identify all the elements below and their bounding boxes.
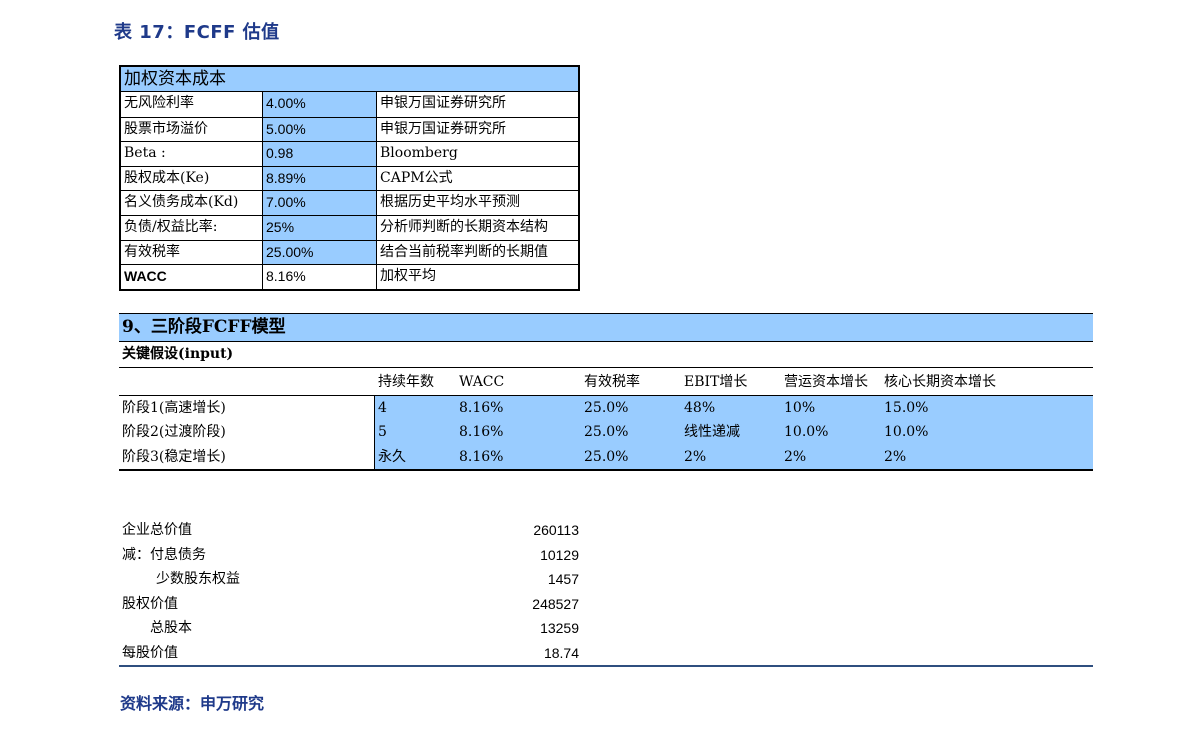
- valuation-value: 260113: [533, 522, 579, 538]
- column-header: 持续年数: [378, 374, 434, 390]
- wacc-table: 加权资本成本 无风险利率 4.00% 申银万国证券研究所 股票市场溢价 5.00…: [119, 65, 580, 291]
- row-value: 8.16%: [263, 265, 377, 289]
- list-item: 总股本 13259: [119, 616, 1093, 641]
- stage-name: 阶段3(稳定增长): [122, 448, 226, 465]
- stage-value: 8.16%: [459, 424, 504, 440]
- source-note: 资料来源：申万研究: [120, 694, 265, 713]
- column-header: 有效税率: [584, 374, 640, 390]
- stage-value: 10%: [784, 399, 816, 416]
- row-value: 4.00%: [263, 92, 377, 117]
- stage-value: 25.0%: [584, 399, 629, 416]
- table-row: 股权成本(Ke) 8.89% CAPM公式: [121, 165, 578, 191]
- row-note: 申银万国证券研究所: [380, 95, 506, 111]
- table-row: 阶段2(过渡阶段) 5 8.16% 25.0% 线性递减 10.0% 10.0%: [119, 420, 1093, 445]
- model-heading: 9、三阶段FCFF模型: [119, 313, 1093, 342]
- row-note: 分析师判断的长期资本结构: [380, 218, 548, 235]
- row-note: CAPM公式: [380, 169, 453, 186]
- stage-value: 2%: [684, 448, 707, 465]
- column-header: 营运资本增长: [784, 374, 868, 390]
- list-item: 少数股东权益 1457: [119, 567, 1093, 592]
- list-item: 股权价值 248527: [119, 592, 1093, 617]
- table-row: 有效税率 25.00% 结合当前税率判断的长期值: [121, 239, 578, 265]
- table-row: Beta : 0.98 Bloomberg: [121, 141, 578, 166]
- stage-name: 阶段1(高速增长): [122, 399, 226, 416]
- stage-value: 永久: [378, 448, 406, 465]
- stage-value: 线性递减: [684, 424, 740, 440]
- valuation-value: 13259: [540, 620, 579, 636]
- valuation-value: 10129: [540, 546, 579, 563]
- row-note: 结合当前税率判断的长期值: [380, 243, 548, 260]
- stage-value: 15.0%: [884, 399, 929, 416]
- table-title: 表 17：FCFF 估值: [114, 22, 280, 43]
- table-row: 阶段3(稳定增长) 永久 8.16% 25.0% 2% 2% 2%: [119, 445, 1093, 470]
- stage-value: 2%: [784, 448, 807, 465]
- row-label: WACC: [121, 265, 263, 289]
- stage-value: 25.0%: [584, 424, 629, 440]
- stage-value: 8.16%: [459, 448, 504, 465]
- model-subheading: 关键假设(input): [119, 342, 1093, 368]
- valuation-label: 股权价值: [122, 595, 178, 612]
- row-note: 申银万国证券研究所: [380, 120, 506, 137]
- stage-rows: 阶段1(高速增长) 4 8.16% 25.0% 48% 10% 15.0% 阶段…: [119, 395, 1093, 471]
- row-label: 名义债务成本(Kd): [121, 191, 263, 215]
- table-row: 名义债务成本(Kd) 7.00% 根据历史平均水平预测: [121, 190, 578, 215]
- stage-value: 8.16%: [459, 399, 504, 416]
- fcff-model-table: 9、三阶段FCFF模型 关键假设(input) 持续年数 WACC 有效税率 E…: [119, 313, 1093, 471]
- row-value: 25%: [263, 215, 377, 240]
- input-fill: [374, 395, 1093, 469]
- column-header: EBIT增长: [684, 374, 748, 390]
- row-value: 25.00%: [263, 240, 377, 265]
- row-note: 根据历史平均水平预测: [380, 194, 520, 211]
- row-value: 8.89%: [263, 166, 377, 191]
- stage-value: 4: [378, 399, 387, 416]
- valuation-value: 1457: [547, 571, 579, 587]
- row-note: Bloomberg: [380, 145, 458, 162]
- list-item: 减：付息债务 10129: [119, 543, 1093, 568]
- wacc-table-heading: 加权资本成本: [121, 67, 578, 92]
- valuation-label: 每股价值: [122, 644, 178, 661]
- list-item: 企业总价值 260113: [119, 518, 1093, 543]
- table-row: 无风险利率 4.00% 申银万国证券研究所: [121, 92, 578, 117]
- row-label: Beta :: [121, 142, 263, 166]
- column-header: WACC: [459, 374, 505, 390]
- table-row: 阶段1(高速增长) 4 8.16% 25.0% 48% 10% 15.0%: [119, 396, 1093, 421]
- table-row: WACC 8.16% 加权平均: [121, 264, 578, 289]
- row-value: 5.00%: [263, 117, 377, 142]
- valuation-label: 少数股东权益: [156, 571, 240, 587]
- stage-value: 10.0%: [884, 424, 929, 440]
- list-item: 每股价值 18.74: [119, 641, 1093, 667]
- valuation-label: 减：付息债务: [122, 546, 206, 563]
- valuation-label: 总股本: [150, 620, 192, 636]
- row-value: 7.00%: [263, 191, 377, 215]
- stage-value: 48%: [684, 399, 716, 416]
- stage-value: 5: [378, 424, 387, 440]
- row-label: 有效税率: [121, 240, 263, 265]
- stage-name: 阶段2(过渡阶段): [122, 424, 226, 440]
- valuation-value: 18.74: [543, 644, 579, 661]
- table-row: 股票市场溢价 5.00% 申银万国证券研究所: [121, 116, 578, 142]
- row-label: 股票市场溢价: [121, 117, 263, 142]
- stage-value: 25.0%: [584, 448, 629, 465]
- valuation-label: 企业总价值: [122, 522, 192, 538]
- stage-value: 2%: [884, 448, 907, 465]
- column-header: 核心长期资本增长: [884, 374, 996, 390]
- column-header-row: 持续年数 WACC 有效税率 EBIT增长 营运资本增长 核心长期资本增长: [119, 370, 1093, 396]
- row-label: 股权成本(Ke): [121, 166, 263, 191]
- row-label: 负债/权益比率:: [121, 215, 263, 240]
- row-note: 加权平均: [380, 268, 436, 285]
- row-label: 无风险利率: [121, 92, 263, 117]
- table-row: 负债/权益比率: 25% 分析师判断的长期资本结构: [121, 214, 578, 240]
- row-value: 0.98: [263, 142, 377, 166]
- stage-value: 10.0%: [784, 424, 829, 440]
- divider: [374, 395, 375, 469]
- valuation-summary: 企业总价值 260113 减：付息债务 10129 少数股东权益 1457 股权…: [119, 518, 1093, 667]
- valuation-value: 248527: [532, 595, 579, 612]
